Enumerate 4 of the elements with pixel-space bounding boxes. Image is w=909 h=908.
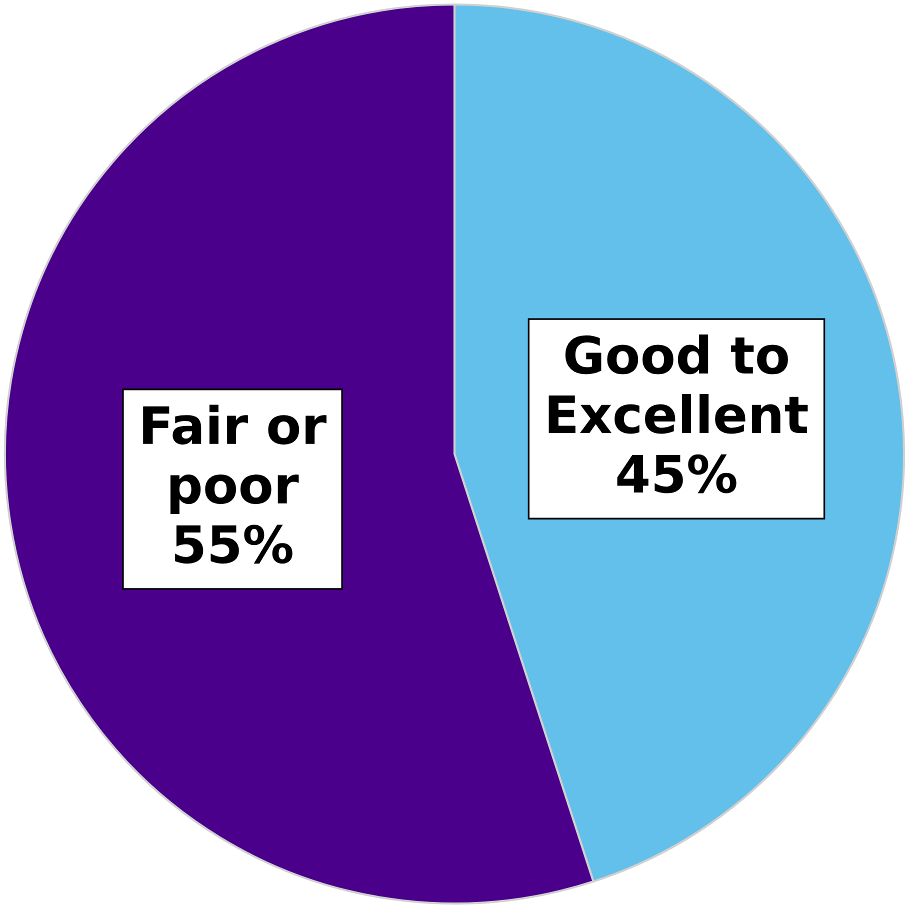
data-label: 45%	[617, 454, 736, 494]
data-label: 55%	[174, 524, 292, 564]
slice-label: Fair or poor	[143, 404, 326, 514]
slice-label: Good to Excellent	[548, 334, 808, 434]
